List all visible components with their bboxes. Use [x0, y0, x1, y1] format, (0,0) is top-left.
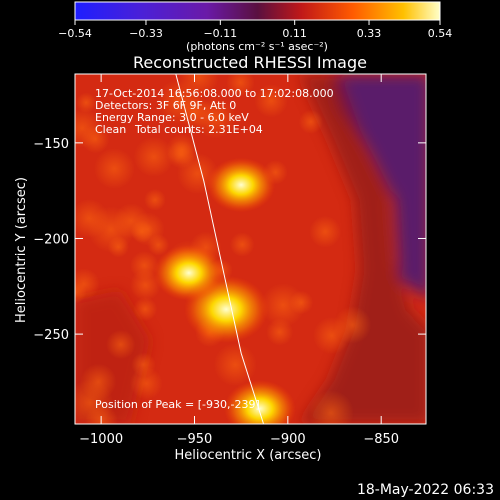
colorbar-tick-label: −0.54	[58, 27, 92, 40]
emission-sources	[153, 157, 296, 424]
texture-blob	[178, 95, 213, 129]
y-tick-label: −150	[33, 137, 69, 152]
texture-blob	[308, 215, 342, 248]
annotation-method: Clean	[95, 123, 126, 136]
texture-blob	[132, 296, 158, 322]
plot-frame	[74, 73, 427, 425]
colorbar-tick-label: −0.11	[203, 27, 237, 40]
texture-blob	[85, 404, 119, 424]
image-plot-area: −1000 −950 −900 −850 −150 −200 −250	[33, 73, 427, 447]
y-axis-ticks: −150 −200 −250	[33, 137, 426, 343]
texture-blob	[260, 282, 306, 328]
emission-source	[223, 379, 296, 424]
texture-blob	[81, 124, 110, 154]
texture-blob	[225, 74, 255, 97]
x-tick-label: −900	[270, 432, 306, 447]
colorbar-gradient	[74, 1, 441, 21]
x-tick-label: −950	[177, 432, 213, 447]
colorbar-ticks: −0.54 −0.33 −0.11 0.11 0.33 0.54	[58, 20, 452, 40]
texture-blob	[213, 342, 258, 387]
solar-limb-curve	[175, 74, 265, 424]
annotations: 17-Oct-2014 16:56:08.000 to 17:02:08.000…	[95, 87, 334, 411]
texture-blob	[143, 188, 167, 211]
colorbar: −0.54 −0.33 −0.11 0.11 0.33 0.54 (photons cm⁻…	[58, 1, 452, 53]
texture-blob	[129, 269, 162, 301]
annotation-energy: Energy Range: 3.0 - 6.0 keV	[95, 111, 249, 124]
texture-blob	[131, 352, 156, 378]
texture-blob	[133, 136, 175, 178]
annotation-time: 17-Oct-2014 16:56:08.000 to 17:02:08.000	[95, 87, 334, 100]
texture-blob	[130, 220, 154, 243]
x-tick-label: −1000	[79, 432, 123, 447]
footer-date: 18-May-2022 06:33	[357, 482, 494, 498]
annotation-counts: Total counts: 2.31E+04	[134, 123, 263, 136]
x-axis-ticks: −1000 −950 −900 −850	[79, 74, 399, 447]
annotation-detectors: Detectors: 3F 6F 9F, Att 0	[95, 99, 236, 112]
x-tick-label: −850	[363, 432, 399, 447]
texture-blob	[229, 232, 255, 258]
texture-blob	[178, 74, 220, 98]
annotation-peak: Position of Peak = [-930,-239]	[95, 398, 260, 411]
texture-blob	[93, 147, 136, 190]
texture-blob	[75, 267, 100, 301]
texture-blob	[298, 109, 324, 135]
colorbar-tick-label: 0.54	[428, 27, 453, 40]
emission-source	[153, 244, 224, 301]
colorbar-tick-label: 0.33	[357, 27, 382, 40]
colorbar-tick-label: −0.33	[129, 27, 163, 40]
texture-blob	[254, 83, 289, 118]
x-axis-label: Heliocentric X (arcsec)	[175, 448, 322, 463]
texture-blob	[308, 389, 355, 424]
emission-source	[206, 157, 276, 213]
y-tick-label: −200	[33, 232, 69, 247]
colorbar-tick-label: 0.11	[282, 27, 307, 40]
colorbar-units-label: (photons cm⁻² s⁻¹ asec⁻²)	[186, 40, 328, 53]
y-tick-label: −250	[33, 328, 69, 343]
texture-blob	[75, 92, 97, 113]
y-axis-label: Heliocentric Y (arcsec)	[14, 177, 29, 323]
texture-blob	[166, 140, 196, 169]
texture-blob	[107, 236, 130, 258]
texture-blob	[105, 329, 136, 360]
texture-blob	[75, 198, 109, 238]
texture-blob	[333, 305, 372, 344]
texture-blob	[147, 234, 170, 256]
chart-title: Reconstructed RHESSI Image	[133, 53, 367, 72]
